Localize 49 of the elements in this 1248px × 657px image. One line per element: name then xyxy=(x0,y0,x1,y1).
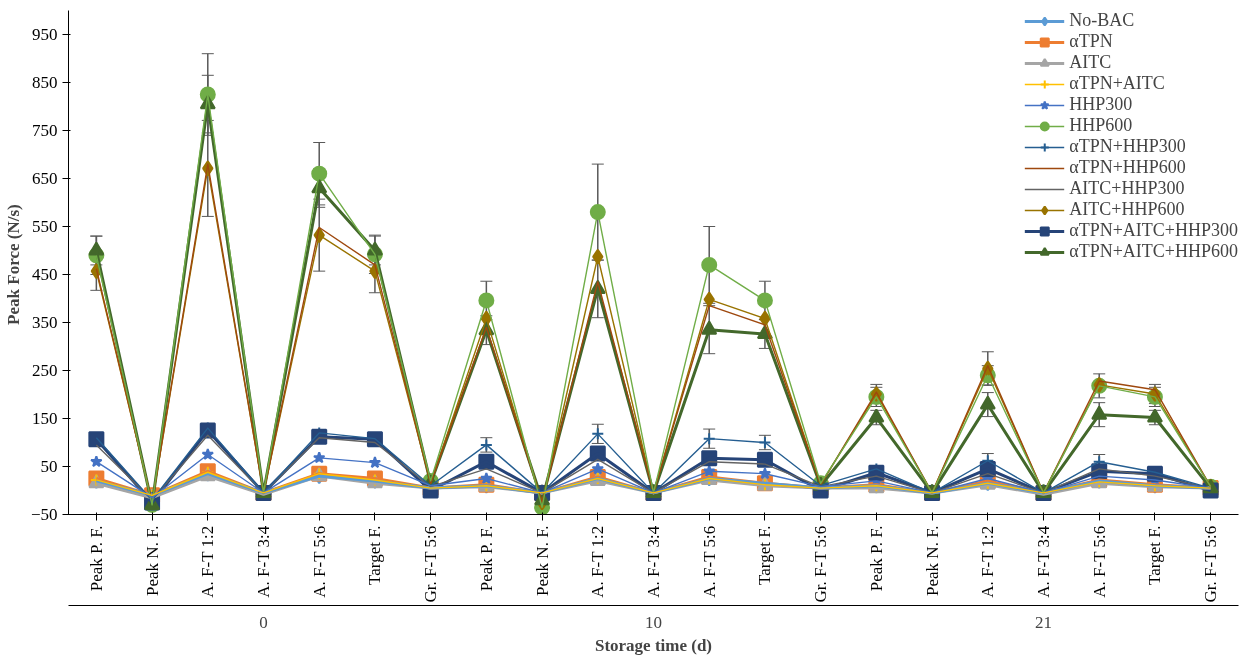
y-axis-title: Peak Force (N/s) xyxy=(3,204,23,325)
x-tick-label: A. F-T 1:2 xyxy=(198,525,218,598)
y-tick-label: 250 xyxy=(32,361,58,380)
x-tick-label: Gr. F-T 5:6 xyxy=(421,525,441,603)
x-tick-label: A. F-T 1:2 xyxy=(978,525,998,598)
y-tick-label: 450 xyxy=(32,265,58,284)
legend-label: αTPN+AITC+HHP600 xyxy=(1069,241,1238,262)
y-tick-label: 850 xyxy=(32,73,58,92)
legend-label: αTPN xyxy=(1069,31,1113,52)
x-tick-label: Peak P. F. xyxy=(476,525,496,592)
x-tick-label: Peak P. F. xyxy=(86,525,106,592)
x-tick-label: A. F-T 3:4 xyxy=(1034,525,1053,598)
x-tick-label: Target F. xyxy=(1145,525,1165,585)
y-tick-label: 150 xyxy=(32,409,58,428)
legend-label: αTPN+AITC xyxy=(1069,73,1165,94)
x-tick-label: A. F-T 3:4 xyxy=(644,525,663,598)
y-tick-label: 550 xyxy=(32,217,58,236)
x-tick-label: A. F-T 3:4 xyxy=(254,525,273,598)
text: 0 xyxy=(259,612,268,632)
x-tick-label: Peak P. F. xyxy=(866,525,886,592)
legend-label: HHP300 xyxy=(1069,94,1133,115)
y-tick-label: 750 xyxy=(32,121,58,140)
y-tick-label: 650 xyxy=(32,169,58,188)
legend-label: No-BAC xyxy=(1069,10,1135,31)
x-tick-label: A. F-T 5:6 xyxy=(699,525,719,598)
y-tick-label: 350 xyxy=(32,313,58,332)
y-tick-label: 50 xyxy=(40,457,58,476)
legend-label: αTPN+HHP600 xyxy=(1069,157,1186,178)
legend-label: AITC+HHP300 xyxy=(1069,178,1185,199)
x-tick-label: Peak N. F. xyxy=(922,525,942,596)
x-axis-title: Storage time (d) xyxy=(594,635,713,655)
x-tick-label: A. F-T 5:6 xyxy=(1089,525,1109,598)
x-tick-label: Gr. F-T 5:6 xyxy=(1201,525,1221,603)
y-tick-label: −50 xyxy=(30,505,58,524)
legend-label: AITC+HHP600 xyxy=(1069,199,1185,220)
x-tick-label: Target F. xyxy=(365,525,385,585)
legend-label: αTPN+AITC+HHP300 xyxy=(1069,220,1238,241)
y-tick-label: 950 xyxy=(32,25,58,44)
x-tick-label: Gr. F-T 5:6 xyxy=(811,525,831,603)
x-tick-label: A. F-T 1:2 xyxy=(588,525,608,598)
text: 21 xyxy=(1035,612,1052,632)
legend-label: HHP600 xyxy=(1069,115,1133,136)
legend-label: αTPN+HHP300 xyxy=(1069,136,1186,157)
x-tick-label: Peak N. F. xyxy=(532,525,552,596)
x-tick-label: Target F. xyxy=(755,525,775,585)
x-tick-label: A. F-T 5:6 xyxy=(309,525,329,598)
x-tick-label: Peak N. F. xyxy=(142,525,162,596)
text: 10 xyxy=(645,612,662,632)
legend-label: AITC xyxy=(1069,52,1112,73)
